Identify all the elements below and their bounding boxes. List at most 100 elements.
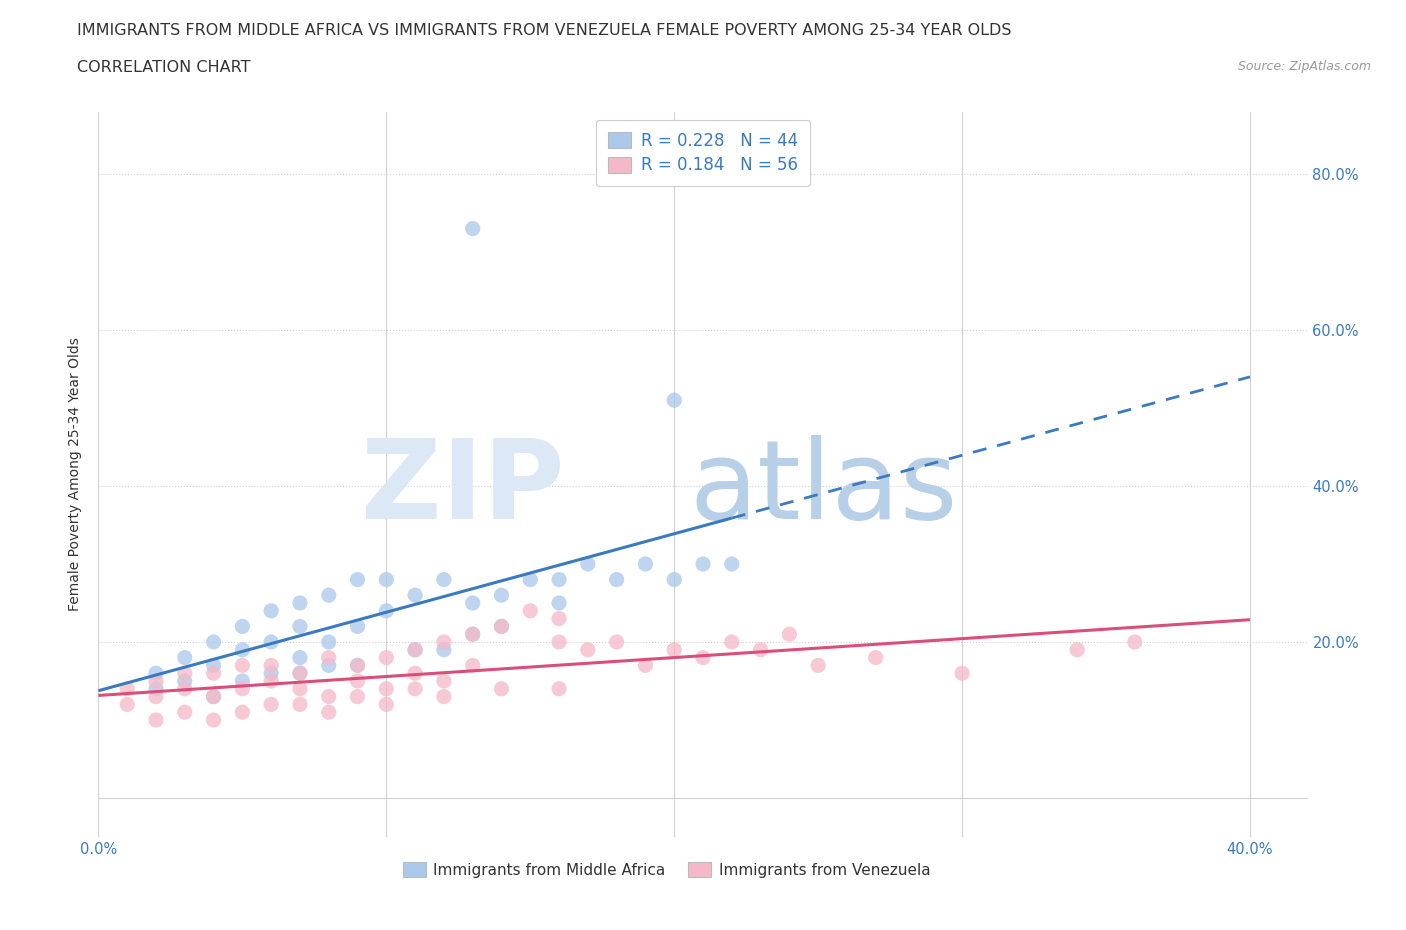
Point (692, 556, 714, 571)
Point (664, 572, 686, 587)
Point (318, 689, 340, 704)
Point (375, 604, 398, 618)
Point (260, 604, 283, 618)
Point (491, 588, 513, 603)
Point (173, 666, 195, 681)
Point (288, 619, 311, 634)
Point (173, 650, 195, 665)
Point (491, 619, 513, 634)
Point (202, 712, 225, 727)
Point (145, 689, 167, 704)
Point (260, 658, 283, 672)
Point (865, 650, 887, 665)
Point (202, 634, 225, 649)
Text: Source: ZipAtlas.com: Source: ZipAtlas.com (1237, 60, 1371, 73)
Y-axis label: Female Poverty Among 25-34 Year Olds: Female Poverty Among 25-34 Year Olds (69, 338, 83, 611)
Point (318, 634, 340, 649)
Point (288, 682, 311, 697)
Legend: Immigrants from Middle Africa, Immigrants from Venezuela: Immigrants from Middle Africa, Immigrant… (396, 856, 936, 884)
Point (202, 689, 225, 704)
Point (634, 556, 657, 571)
Point (318, 650, 340, 665)
Point (231, 673, 253, 688)
Point (231, 682, 253, 697)
Point (145, 666, 167, 681)
Point (576, 556, 599, 571)
Point (433, 643, 456, 658)
Point (346, 658, 368, 672)
Point (519, 572, 541, 587)
Point (115, 682, 138, 697)
Point (173, 682, 195, 697)
Point (664, 643, 686, 658)
Point (318, 588, 340, 603)
Point (318, 658, 340, 672)
Point (664, 392, 686, 407)
Point (260, 666, 283, 681)
Point (548, 634, 571, 649)
Point (346, 572, 368, 587)
Point (346, 658, 368, 672)
Point (461, 627, 484, 642)
Point (548, 595, 571, 610)
Point (288, 666, 311, 681)
Point (548, 682, 571, 697)
Point (404, 682, 426, 697)
Point (288, 697, 311, 711)
Point (288, 650, 311, 665)
Point (202, 666, 225, 681)
Point (173, 673, 195, 688)
Point (950, 666, 973, 681)
Point (145, 682, 167, 697)
Point (1066, 643, 1088, 658)
Point (260, 697, 283, 711)
Text: CORRELATION CHART: CORRELATION CHART (77, 60, 250, 75)
Point (491, 682, 513, 697)
Point (461, 627, 484, 642)
Text: IMMIGRANTS FROM MIDDLE AFRICA VS IMMIGRANTS FROM VENEZUELA FEMALE POVERTY AMONG : IMMIGRANTS FROM MIDDLE AFRICA VS IMMIGRA… (77, 23, 1012, 38)
Text: atlas: atlas (690, 435, 957, 542)
Point (548, 611, 571, 626)
Point (519, 604, 541, 618)
Point (318, 705, 340, 720)
Point (404, 643, 426, 658)
Point (720, 556, 742, 571)
Point (145, 712, 167, 727)
Point (606, 572, 628, 587)
Point (260, 634, 283, 649)
Point (634, 658, 657, 672)
Point (433, 572, 456, 587)
Point (231, 705, 253, 720)
Point (404, 588, 426, 603)
Point (346, 619, 368, 634)
Point (145, 673, 167, 688)
Point (433, 673, 456, 688)
Point (807, 658, 830, 672)
Point (433, 689, 456, 704)
Point (231, 619, 253, 634)
Point (288, 595, 311, 610)
Point (404, 643, 426, 658)
Point (720, 634, 742, 649)
Point (375, 572, 398, 587)
Point (346, 689, 368, 704)
Point (288, 666, 311, 681)
Point (461, 658, 484, 672)
Point (778, 627, 800, 642)
Point (433, 634, 456, 649)
Point (346, 673, 368, 688)
Point (576, 643, 599, 658)
Point (375, 697, 398, 711)
Point (115, 697, 138, 711)
Point (173, 705, 195, 720)
Point (231, 658, 253, 672)
Point (461, 221, 484, 236)
Point (404, 666, 426, 681)
Point (202, 658, 225, 672)
Point (606, 634, 628, 649)
Point (375, 682, 398, 697)
Point (692, 650, 714, 665)
Point (375, 650, 398, 665)
Point (231, 643, 253, 658)
Point (1123, 634, 1146, 649)
